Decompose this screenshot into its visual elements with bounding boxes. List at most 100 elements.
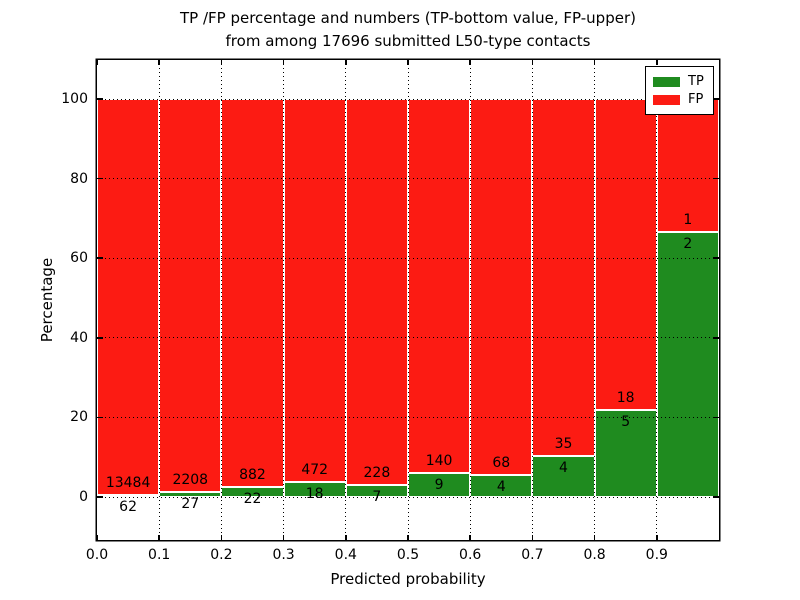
y-tick-mark-right	[713, 496, 719, 498]
gridline-vertical	[531, 60, 533, 540]
x-tick-label: 0.3	[272, 547, 295, 563]
bar-fp-count-label: 1	[683, 211, 693, 228]
y-tick-mark	[97, 257, 103, 259]
y-tick-mark-right	[713, 337, 719, 339]
bar-tp-count-label: 27	[181, 496, 200, 513]
x-tick-mark-top	[282, 60, 285, 65]
y-tick-mark-right	[713, 257, 719, 259]
bar-fp-count-label: 18	[616, 390, 635, 407]
gridline-vertical	[220, 60, 222, 540]
x-axis-label: Predicted probability	[330, 570, 486, 588]
bar-tp-segment	[470, 474, 533, 497]
bar-fp-segment	[283, 99, 346, 483]
y-tick-mark	[97, 337, 103, 339]
bar-fp-segment	[97, 99, 160, 496]
x-tick-mark	[469, 535, 471, 540]
legend-label-fp: FP	[688, 92, 704, 107]
x-tick-label: 0.5	[396, 547, 420, 563]
gridline-vertical	[345, 60, 347, 540]
x-tick-label: 0.2	[210, 547, 233, 563]
y-tick-mark	[97, 177, 103, 180]
y-tick-mark-right	[713, 416, 719, 419]
bar-tp-count-label: 4	[559, 460, 568, 477]
plot-area: 13484 62 2208 27 882 22 472 18 228 7 140 9 68 4 35 4 18 5…	[96, 60, 719, 540]
bar-fp-segment	[221, 99, 284, 488]
bar-tp-count-label: 5	[621, 414, 631, 431]
bar-fp-segment	[470, 99, 533, 475]
x-tick-mark	[407, 535, 409, 540]
x-tick-label: 0.0	[85, 547, 109, 563]
chart-title-line2: from among 17696 submitted L50-type cont…	[225, 32, 591, 50]
bar-tp-segment	[594, 410, 657, 497]
gridline-vertical	[407, 60, 409, 540]
y-tick-label: 60	[70, 250, 88, 267]
gridline-vertical	[656, 60, 658, 540]
bar-tp-count-label: 2	[683, 235, 693, 252]
bar-fp-count-label: 228	[363, 465, 391, 482]
x-tick-mark-top	[158, 60, 160, 65]
x-tick-mark-top	[220, 60, 223, 65]
x-tick-mark	[531, 535, 534, 540]
bar-tp-count-label: 18	[305, 486, 324, 503]
gridline-vertical	[469, 60, 471, 540]
bar-fp-count-label: 140	[425, 452, 453, 469]
x-tick-mark	[220, 535, 223, 540]
bar-fp-segment	[159, 99, 222, 493]
bar-fp-count-label: 35	[554, 436, 573, 453]
bar-fp-count-label: 68	[492, 454, 511, 471]
x-tick-label: 0.8	[583, 547, 606, 563]
legend-swatch-tp	[653, 77, 680, 87]
gridline-vertical	[158, 60, 160, 540]
legend-label-tp: TP	[688, 74, 704, 89]
chart-title-line1: TP /FP percentage and numbers (TP-bottom…	[180, 9, 636, 27]
bar-fp-segment	[532, 99, 595, 457]
x-tick-mark-top	[345, 60, 347, 65]
x-tick-mark	[158, 535, 160, 540]
bar-fp-count-label: 472	[301, 462, 329, 479]
x-tick-mark-top	[469, 60, 471, 65]
bar-tp-segment	[345, 485, 408, 497]
bar-fp-segment	[656, 99, 719, 232]
bar-tp-count-label: 4	[496, 478, 506, 495]
x-tick-label: 0.6	[459, 547, 482, 563]
bar-tp-segment	[656, 231, 719, 497]
x-tick-mark-top	[531, 60, 534, 65]
y-tick-label: 100	[61, 91, 88, 107]
gridline-vertical	[283, 60, 285, 540]
x-tick-mark-top	[593, 60, 596, 65]
y-tick-mark-right	[713, 98, 719, 100]
bar-fp-segment	[594, 99, 657, 411]
bar-tp-count-label: 62	[119, 499, 137, 516]
x-tick-label: 0.9	[645, 547, 668, 563]
x-tick-mark	[282, 535, 285, 540]
bar-tp-segment	[408, 472, 471, 497]
x-tick-mark	[593, 535, 596, 540]
bar-fp-segment	[345, 99, 408, 486]
gridline-vertical	[594, 60, 596, 540]
y-tick-mark-right	[713, 177, 719, 180]
y-tick-label: 20	[70, 409, 88, 426]
x-tick-mark	[656, 535, 658, 540]
bar-tp-count-label: 22	[243, 491, 262, 508]
y-tick-label: 80	[70, 170, 88, 187]
bar-fp-count-label: 882	[239, 467, 266, 484]
chart-title: TP /FP percentage and numbers (TP-bottom…	[97, 7, 719, 53]
x-tick-label: 0.7	[521, 547, 544, 563]
legend: TP FP	[645, 66, 714, 115]
y-tick-mark	[97, 496, 103, 498]
bar-fp-count-label: 13484	[105, 475, 151, 492]
y-tick-mark	[97, 416, 103, 419]
legend-row: FP	[653, 92, 706, 108]
y-tick-label: 0	[79, 489, 88, 505]
legend-swatch-fp	[653, 95, 680, 105]
bar-tp-segment	[532, 456, 595, 497]
y-tick-label: 40	[70, 329, 88, 346]
x-tick-mark-top	[656, 60, 658, 65]
x-tick-label: 0.1	[148, 547, 171, 563]
x-tick-mark-top	[96, 60, 98, 65]
y-tick-mark	[97, 98, 103, 100]
legend-row: TP	[653, 74, 706, 90]
x-tick-label: 0.4	[334, 547, 357, 563]
bar-tp-count-label: 9	[434, 476, 444, 493]
